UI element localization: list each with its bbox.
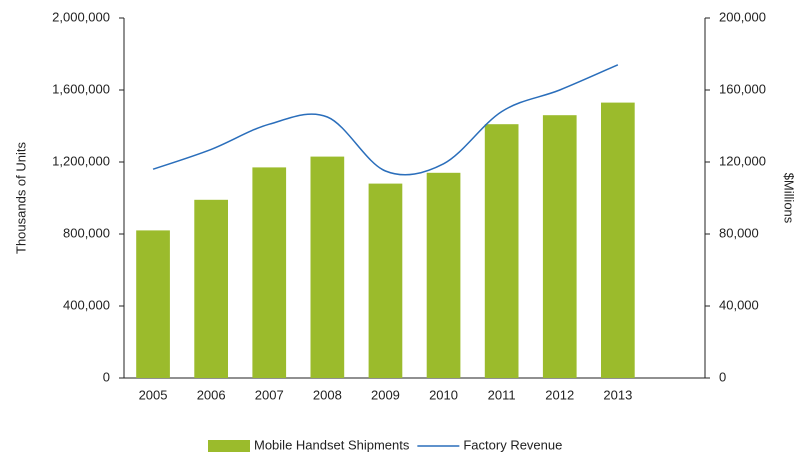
y2-tick-label: 120,000 — [719, 153, 766, 168]
y-axis-label: Thousands of Units — [13, 142, 28, 255]
bar — [368, 183, 403, 378]
x-tick-label: 2009 — [371, 387, 400, 402]
y2-axis-label: $Millions — [782, 173, 797, 224]
x-tick-label: 2006 — [197, 387, 226, 402]
y-tick-label: 800,000 — [63, 225, 110, 240]
bar — [601, 102, 635, 378]
legend-swatch — [208, 440, 250, 452]
y2-tick-label: 160,000 — [719, 81, 766, 96]
bar — [484, 124, 519, 378]
y-tick-label: 400,000 — [63, 297, 110, 312]
y-tick-label: 2,000,000 — [52, 9, 110, 24]
x-tick-label: 2013 — [603, 387, 632, 402]
y-tick-label: 1,600,000 — [52, 81, 110, 96]
y2-tick-label: 40,000 — [719, 297, 759, 312]
bar — [426, 172, 461, 378]
y2-tick-label: 80,000 — [719, 225, 759, 240]
x-tick-label: 2007 — [255, 387, 284, 402]
y2-tick-label: 200,000 — [719, 9, 766, 24]
x-tick-label: 2011 — [488, 387, 516, 402]
legend-label: Factory Revenue — [463, 437, 562, 452]
x-tick-label: 2012 — [545, 387, 574, 402]
x-tick-label: 2010 — [429, 387, 458, 402]
line — [152, 64, 619, 176]
legend-label: Mobile Handset Shipments — [254, 437, 410, 452]
y2-tick-label: 0 — [719, 369, 726, 384]
bar — [194, 199, 228, 378]
x-tick-label: 2005 — [139, 387, 168, 402]
bar — [542, 115, 577, 378]
y-tick-label: 1,200,000 — [52, 153, 110, 168]
bar — [136, 230, 170, 378]
bar — [252, 167, 287, 378]
y-tick-label: 0 — [103, 369, 110, 384]
bar — [310, 156, 345, 378]
x-tick-label: 2008 — [313, 387, 342, 402]
